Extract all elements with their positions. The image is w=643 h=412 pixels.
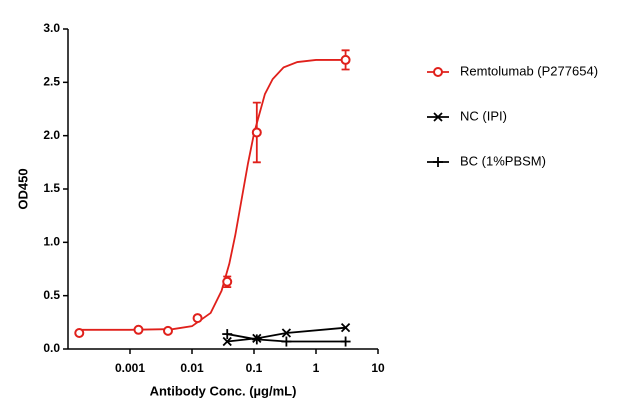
data-point — [74, 328, 85, 338]
y-tick-label: 1.5 — [43, 181, 60, 195]
series-line — [227, 333, 346, 343]
data-point — [222, 329, 233, 340]
legend-label: BC (1%PBSM) — [460, 153, 546, 168]
data-point-part — [133, 324, 144, 335]
legend-marker — [433, 112, 443, 122]
y-tick-label: 0.0 — [43, 341, 60, 355]
data-point — [162, 325, 173, 336]
data-point-part — [192, 313, 203, 324]
x-tick-label: 1 — [313, 361, 320, 375]
legend-marker-part — [433, 112, 443, 122]
data-point — [192, 313, 203, 324]
legend-marker-part — [433, 67, 443, 77]
data-point-part — [162, 325, 173, 336]
data-point — [222, 276, 233, 287]
y-tick-label: 0.5 — [43, 288, 60, 302]
data-point — [251, 334, 262, 345]
legend-marker — [433, 67, 443, 77]
data-point-part — [340, 54, 351, 65]
data-point-part — [281, 328, 292, 338]
y-axis-title: OD450 — [15, 168, 30, 209]
x-tick-label: 0.01 — [180, 361, 204, 375]
data-point-part — [222, 276, 233, 287]
data-point-part — [222, 336, 232, 347]
data-point — [340, 323, 351, 333]
y-tick-label: 2.5 — [43, 75, 60, 89]
data-point-part — [340, 323, 351, 333]
data-point — [340, 54, 351, 65]
data-point — [281, 328, 292, 338]
x-axis-title: Antibody Conc. (µg/mL) — [150, 383, 297, 398]
legend-marker — [433, 157, 443, 167]
data-point-part — [74, 328, 85, 338]
y-tick-label: 3.0 — [43, 21, 60, 35]
x-tick-label: 0.1 — [246, 361, 263, 375]
data-point — [281, 336, 292, 347]
data-point-part — [251, 127, 262, 138]
y-tick-label: 1.0 — [43, 235, 60, 249]
legend-label: Remtolumab (P277654) — [460, 63, 598, 78]
data-point — [222, 336, 232, 347]
legend-label: NC (IPI) — [460, 108, 507, 123]
x-tick-label: 10 — [371, 361, 385, 375]
data-point — [251, 127, 262, 138]
data-point — [133, 324, 144, 335]
y-tick-label: 2.0 — [43, 128, 60, 142]
data-point — [340, 336, 351, 347]
series-line — [78, 59, 346, 331]
series-line — [227, 326, 346, 343]
x-tick-label: 0.001 — [115, 361, 145, 375]
